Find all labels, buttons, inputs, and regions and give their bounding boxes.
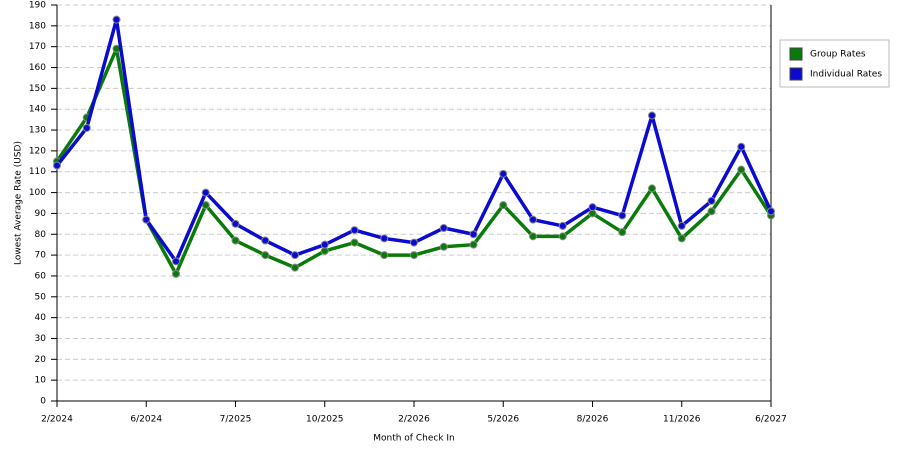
y-tick-label: 140 [29, 105, 46, 115]
point [291, 251, 299, 260]
y-tick-label: 90 [35, 209, 47, 219]
point [707, 207, 716, 216]
legend-swatch [789, 47, 803, 61]
point [380, 234, 389, 243]
point [380, 251, 389, 260]
point [588, 203, 597, 212]
point [82, 123, 91, 132]
x-axis-title: Month of Check In [373, 434, 455, 444]
y-tick-label: 0 [40, 397, 46, 407]
x-tick-label: 7/2025 [220, 415, 252, 425]
y-tick-label: 180 [29, 21, 46, 31]
y-axis-title: Lowest Average Rate (USD) [14, 141, 24, 265]
y-tick-label: 50 [35, 292, 47, 302]
point [469, 240, 478, 249]
point [231, 219, 240, 228]
point [439, 224, 448, 233]
point [529, 232, 537, 241]
x-tick-label: 5/2026 [487, 415, 519, 425]
y-tick-label: 60 [35, 271, 47, 281]
point [677, 234, 686, 243]
point [558, 232, 567, 241]
point [231, 236, 240, 245]
x-tick-label: 6/2024 [130, 415, 162, 425]
x-tick-label: 10/2025 [306, 415, 343, 425]
point [707, 196, 716, 205]
y-tick-label: 170 [29, 42, 46, 52]
point [439, 242, 448, 251]
y-tick-label: 100 [29, 188, 46, 198]
point [112, 15, 121, 24]
x-tick-label: 11/2026 [663, 415, 701, 425]
point [499, 169, 508, 178]
y-tick-label: 70 [35, 251, 47, 261]
point [410, 238, 418, 247]
point [499, 201, 508, 210]
point [53, 161, 61, 170]
x-tick-label: 2/2024 [41, 415, 73, 425]
point [529, 215, 537, 224]
y-tick-label: 150 [29, 84, 46, 94]
x-tick-label: 2/2026 [398, 415, 430, 425]
point [737, 165, 746, 174]
point [677, 221, 686, 230]
point [201, 188, 210, 197]
point [618, 228, 627, 237]
y-tick-label: 190 [29, 1, 46, 11]
legend-swatch [789, 67, 803, 81]
y-tick-label: 20 [35, 355, 47, 365]
point [320, 240, 329, 249]
y-tick-label: 10 [35, 376, 47, 386]
y-tick-label: 30 [35, 334, 47, 344]
y-tick-label: 40 [35, 313, 47, 323]
y-tick-label: 80 [35, 230, 47, 240]
series-line [55, 17, 773, 264]
point [261, 236, 270, 245]
point [172, 269, 180, 278]
point [261, 251, 270, 260]
point [142, 215, 151, 224]
point [291, 263, 299, 272]
y-tick-label: 160 [29, 63, 46, 73]
point [648, 184, 656, 193]
point [618, 211, 627, 220]
y-tick-label: 120 [29, 146, 46, 156]
y-tick-label: 130 [29, 126, 46, 136]
y-tick-label: 110 [29, 167, 46, 177]
x-tick-label: 6/2027 [755, 415, 787, 425]
point [648, 111, 656, 120]
x-tick-label: 8/2026 [577, 415, 609, 425]
legend-label: Group Rates [810, 50, 866, 60]
point [737, 142, 746, 151]
point [410, 251, 418, 260]
point [469, 230, 478, 239]
point [201, 201, 210, 210]
point [172, 257, 180, 266]
legend-label: Individual Rates [810, 70, 882, 80]
point [350, 226, 359, 235]
point [767, 207, 775, 216]
point [558, 221, 567, 230]
point [350, 238, 359, 247]
